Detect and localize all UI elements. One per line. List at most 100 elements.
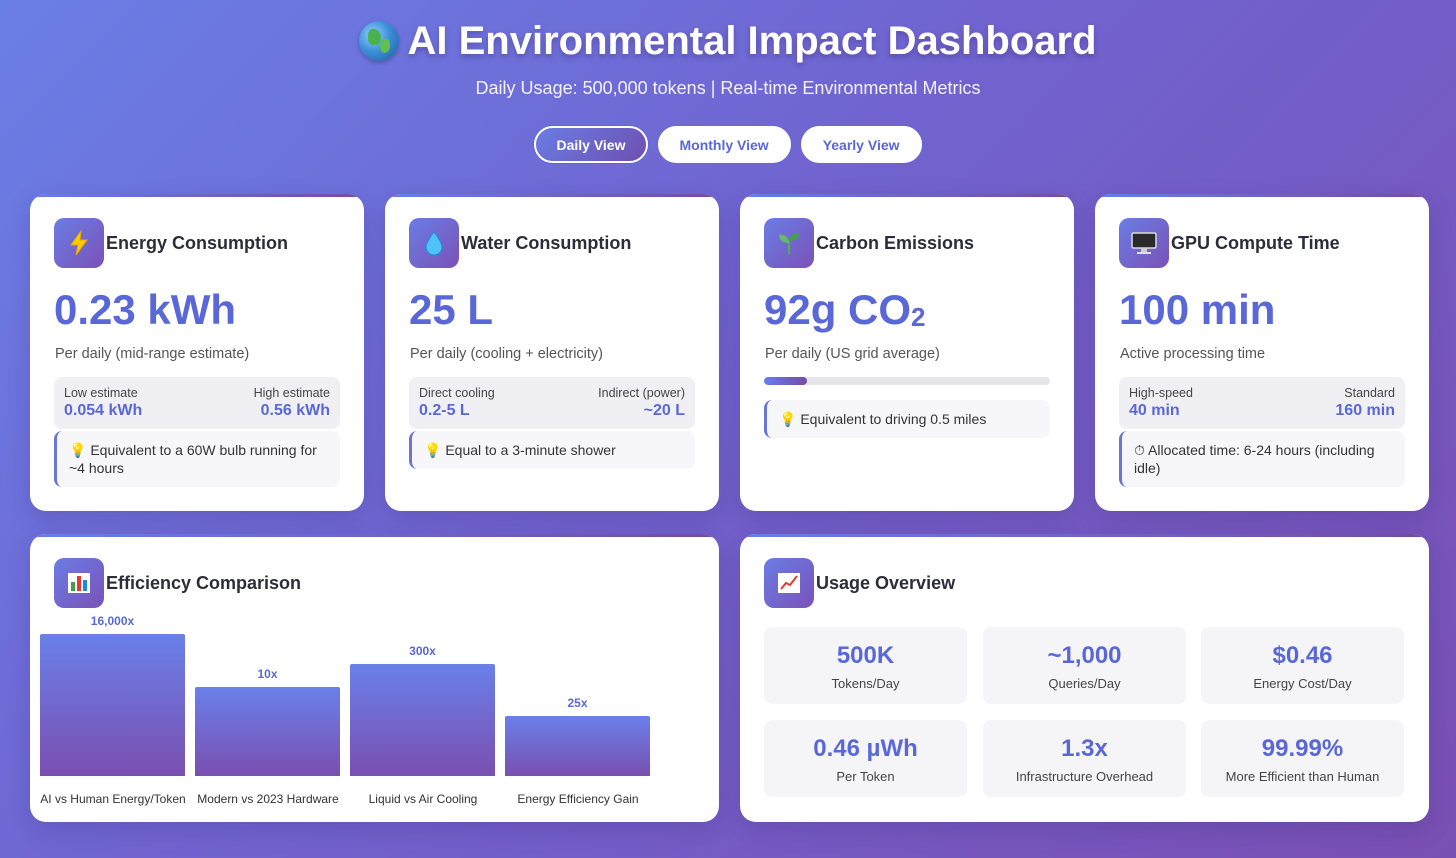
bar-chart-icon bbox=[54, 558, 104, 608]
low-value: 0.2-5 L bbox=[419, 402, 470, 419]
gpu-card: GPU Compute Time 100 min Active processi… bbox=[1095, 194, 1429, 511]
low-label: Low estimate bbox=[64, 386, 138, 400]
water-card: Water Consumption 25 L Per daily (coolin… bbox=[385, 194, 719, 511]
stat-label: Energy Cost/Day bbox=[1253, 676, 1352, 691]
card-title: Water Consumption bbox=[461, 232, 632, 253]
computer-icon bbox=[1119, 218, 1169, 268]
gpu-note: ⏱ Allocated time: 6-24 hours (including … bbox=[1119, 431, 1405, 487]
efficiency-chart: 16,000x AI vs Human Energy/Token 10x Modern… bbox=[40, 614, 660, 806]
gpu-range: High-speed 40 min Standard 160 min bbox=[1119, 377, 1405, 429]
yearly-view-button[interactable]: Yearly View bbox=[800, 126, 922, 163]
usage-card: Usage Overview 500K Tokens/Day ~1,000 Qu… bbox=[740, 534, 1429, 822]
card-title: Energy Consumption bbox=[106, 232, 289, 253]
seedling-icon bbox=[764, 218, 814, 268]
carbon-value: 92g CO2 bbox=[764, 286, 926, 334]
chart-bar: 16,000x bbox=[40, 614, 185, 776]
low-label: Direct cooling bbox=[419, 386, 495, 400]
category-label: AI vs Human Energy/Token bbox=[40, 792, 186, 806]
high-label: Standard bbox=[1344, 386, 1395, 400]
energy-card: Energy Consumption 0.23 kWh Per daily (m… bbox=[30, 194, 364, 511]
header: AI Environmental Impact Dashboard Daily … bbox=[0, 0, 1456, 163]
energy-note: 💡 Equivalent to a 60W bulb running for ~… bbox=[54, 431, 340, 487]
high-label: High estimate bbox=[253, 386, 330, 400]
stat-tile: 1.3x Infrastructure Overhead bbox=[983, 720, 1186, 797]
stat-label: Tokens/Day bbox=[831, 676, 900, 691]
droplet-icon bbox=[409, 218, 459, 268]
high-value: 160 min bbox=[1335, 402, 1395, 419]
stat-value: $0.46 bbox=[1272, 642, 1333, 669]
lightning-icon bbox=[54, 218, 104, 268]
stat-label: More Efficient than Human bbox=[1225, 769, 1380, 784]
high-label: Indirect (power) bbox=[598, 386, 685, 400]
stat-value: 0.46 µWh bbox=[813, 735, 918, 762]
high-value: 0.56 kWh bbox=[260, 402, 330, 419]
carbon-progress-bar bbox=[764, 377, 1050, 385]
stat-value: 500K bbox=[836, 642, 895, 669]
carbon-progress-fill bbox=[764, 377, 807, 385]
category-label: Liquid vs Air Cooling bbox=[368, 792, 478, 806]
stat-label: Infrastructure Overhead bbox=[1015, 769, 1154, 784]
carbon-note-text: Equivalent to driving 0.5 miles bbox=[800, 411, 987, 427]
high-value: ~20 L bbox=[643, 402, 685, 419]
card-title: Usage Overview bbox=[816, 572, 956, 593]
chart-bar: 300x bbox=[350, 644, 495, 776]
bar-value-label: 10x bbox=[257, 667, 278, 681]
bar-fill bbox=[40, 634, 185, 776]
stat-label: Per Token bbox=[836, 769, 895, 784]
gpu-value: 100 min bbox=[1119, 286, 1276, 333]
page-title-text: AI Environmental Impact Dashboard bbox=[407, 18, 1097, 63]
stat-value: 99.99% bbox=[1261, 735, 1344, 762]
page-title: AI Environmental Impact Dashboard bbox=[0, 14, 1456, 68]
bar-value-label: 25x bbox=[567, 696, 588, 710]
stat-tile: 99.99% More Efficient than Human bbox=[1201, 720, 1404, 797]
stopwatch-icon: ⏱ bbox=[1134, 442, 1145, 458]
carbon-value-subscript: 2 bbox=[911, 302, 926, 332]
stat-value: 1.3x bbox=[1061, 735, 1108, 762]
carbon-note: 💡 Equivalent to driving 0.5 miles bbox=[764, 400, 1050, 438]
bar-fill bbox=[350, 664, 495, 776]
bar-value-label: 16,000x bbox=[90, 614, 135, 628]
carbon-value-text: 92g CO bbox=[764, 286, 912, 333]
low-label: High-speed bbox=[1129, 386, 1193, 400]
water-value: 25 L bbox=[409, 286, 494, 333]
card-title: Carbon Emissions bbox=[816, 232, 975, 253]
water-note: 💡 Equal to a 3-minute shower bbox=[409, 431, 695, 469]
stat-label: Queries/Day bbox=[1048, 676, 1121, 691]
bar-value-label: 300x bbox=[409, 644, 436, 658]
stat-tile: 500K Tokens/Day bbox=[764, 627, 967, 704]
gpu-note-text: Allocated time: 6-24 hours (including id… bbox=[1134, 442, 1375, 476]
water-desc: Per daily (cooling + electricity) bbox=[410, 346, 604, 362]
gpu-desc: Active processing time bbox=[1120, 346, 1266, 362]
globe-icon bbox=[359, 21, 400, 61]
carbon-card: Carbon Emissions 92g CO2 Per daily (US g… bbox=[740, 194, 1074, 511]
monthly-view-button[interactable]: Monthly View bbox=[657, 126, 791, 163]
lightbulb-icon: 💡 bbox=[69, 442, 87, 458]
energy-desc: Per daily (mid-range estimate) bbox=[55, 346, 250, 362]
water-note-text: Equal to a 3-minute shower bbox=[445, 442, 616, 458]
stat-tile: $0.46 Energy Cost/Day bbox=[1201, 627, 1404, 704]
view-toggle: Daily View Monthly View Yearly View bbox=[0, 126, 1456, 163]
energy-value: 0.23 kWh bbox=[54, 286, 237, 333]
lightbulb-icon: 💡 bbox=[424, 442, 442, 458]
bar-fill bbox=[195, 687, 340, 776]
card-title: Efficiency Comparison bbox=[106, 572, 302, 593]
stat-value: ~1,000 bbox=[1047, 642, 1122, 669]
stat-tile: ~1,000 Queries/Day bbox=[983, 627, 1186, 704]
bar-fill bbox=[505, 716, 650, 776]
category-label: Energy Efficiency Gain bbox=[517, 792, 639, 806]
chart-bar: 10x bbox=[195, 667, 340, 776]
low-value: 40 min bbox=[1129, 402, 1180, 419]
chart-bar: 25x bbox=[505, 696, 650, 776]
low-value: 0.054 kWh bbox=[64, 402, 143, 419]
water-range: Direct cooling 0.2-5 L Indirect (power) … bbox=[409, 377, 695, 429]
carbon-desc: Per daily (US grid average) bbox=[765, 346, 940, 362]
stat-tile: 0.46 µWh Per Token bbox=[764, 720, 967, 797]
trending-chart-icon bbox=[764, 558, 814, 608]
daily-view-button[interactable]: Daily View bbox=[534, 126, 648, 163]
energy-note-text: Equivalent to a 60W bulb running for ~4 … bbox=[69, 442, 317, 476]
energy-range: Low estimate 0.054 kWh High estimate 0.5… bbox=[54, 377, 340, 429]
page-subtitle: Daily Usage: 500,000 tokens | Real-time … bbox=[475, 78, 981, 98]
card-title: GPU Compute Time bbox=[1171, 232, 1340, 253]
category-label: Modern vs 2023 Hardware bbox=[197, 792, 339, 806]
lightbulb-icon: 💡 bbox=[779, 411, 797, 427]
